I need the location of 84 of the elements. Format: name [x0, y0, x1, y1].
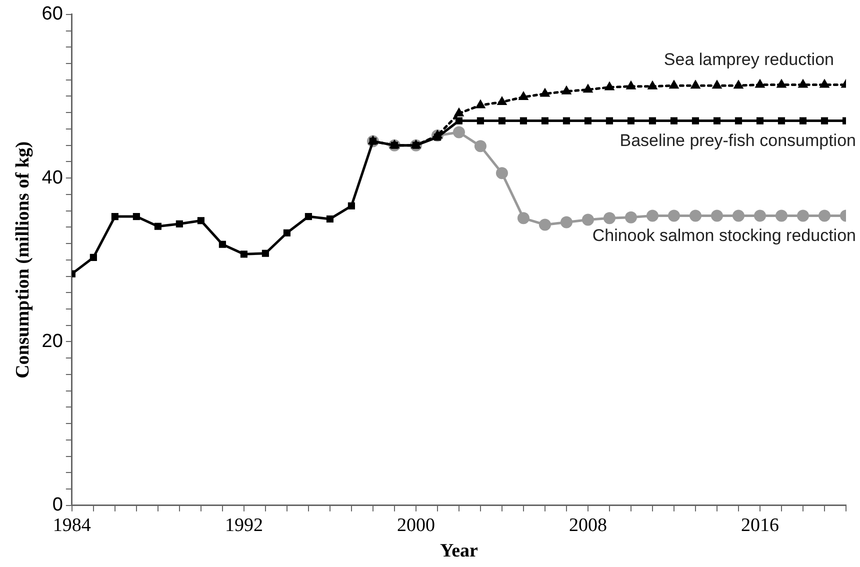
point — [132, 212, 140, 220]
point — [496, 96, 508, 105]
point — [732, 210, 744, 222]
point — [646, 210, 658, 222]
point — [626, 80, 636, 90]
point — [498, 117, 506, 124]
point — [90, 254, 97, 261]
series-label: Baseline prey-fish consumption — [620, 130, 856, 150]
point — [368, 135, 378, 144]
point — [455, 117, 463, 124]
point — [584, 117, 592, 124]
point — [798, 78, 808, 88]
point — [240, 250, 248, 258]
point — [819, 78, 830, 88]
point — [154, 222, 162, 230]
point — [648, 117, 656, 124]
point — [582, 84, 594, 93]
point — [197, 217, 204, 224]
point — [775, 210, 788, 222]
point — [218, 240, 226, 248]
point — [348, 202, 355, 210]
point — [733, 80, 744, 89]
point — [820, 117, 828, 124]
x-tick-label: 2000 — [396, 514, 435, 536]
point — [541, 117, 549, 124]
point — [778, 117, 786, 124]
x-tick-label: 1984 — [52, 514, 92, 536]
point — [713, 117, 721, 124]
series-label: Sea lamprey reduction — [664, 50, 834, 69]
x-tick-label: 1992 — [224, 514, 263, 536]
point — [799, 117, 807, 124]
point — [452, 126, 465, 138]
y-tick-label: 20 — [42, 330, 63, 352]
point — [668, 80, 680, 89]
point — [756, 117, 764, 124]
point — [111, 212, 118, 220]
point — [670, 117, 678, 124]
y-axis-title: Consumption (millions of kg) — [12, 141, 34, 378]
point — [689, 210, 702, 222]
point — [754, 78, 766, 88]
point — [176, 220, 183, 228]
point — [560, 216, 572, 228]
point — [517, 212, 530, 224]
y-tick-label: 60 — [42, 4, 63, 25]
x-axis-title: Year — [440, 540, 479, 562]
point — [389, 139, 400, 148]
point — [734, 117, 742, 124]
point — [647, 80, 658, 90]
point — [283, 229, 290, 236]
x-tick-label: 2016 — [740, 514, 779, 536]
point — [603, 212, 616, 224]
point — [692, 117, 700, 124]
point — [475, 99, 486, 108]
point — [668, 210, 680, 222]
point — [818, 210, 830, 222]
point — [712, 80, 722, 89]
y-tick-label: 40 — [42, 167, 63, 188]
point — [432, 130, 443, 139]
point — [476, 117, 484, 124]
point — [474, 140, 486, 152]
point — [304, 212, 312, 220]
point — [690, 80, 701, 89]
point — [562, 117, 570, 124]
point — [561, 85, 572, 94]
point — [538, 218, 551, 231]
point — [796, 210, 809, 222]
y-tick-label: 0 — [52, 494, 63, 516]
point — [518, 91, 529, 100]
point — [606, 117, 614, 124]
point — [604, 81, 615, 90]
point — [754, 210, 766, 222]
point — [582, 214, 594, 226]
point — [710, 210, 723, 222]
point — [454, 107, 464, 116]
point — [326, 215, 334, 223]
point — [624, 211, 637, 224]
point — [627, 117, 635, 124]
point — [776, 78, 787, 88]
x-tick-label: 2008 — [568, 514, 607, 536]
series-label: Chinook salmon stocking reduction — [592, 226, 856, 245]
point — [520, 117, 528, 124]
point — [262, 250, 269, 257]
point — [496, 167, 508, 180]
point — [540, 88, 550, 97]
